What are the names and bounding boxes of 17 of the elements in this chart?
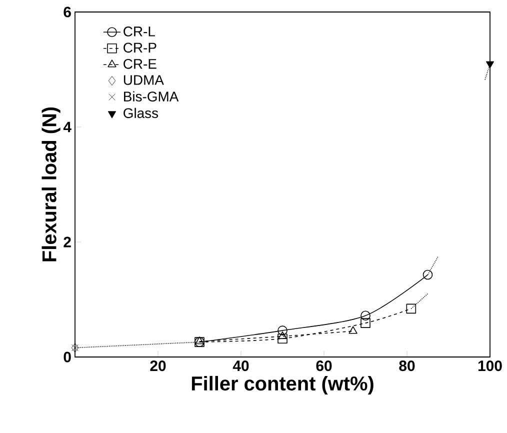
- legend-label: CR-E: [124, 58, 156, 69]
- legend-label: CR-L: [124, 26, 155, 36]
- legend-label: UDMA: [124, 75, 164, 85]
- x-tick-label: 80: [399, 360, 415, 372]
- y-axis-title: Flexural load (N): [42, 107, 60, 262]
- y-tick-label: 2: [64, 236, 71, 248]
- y-tick-label: 0: [64, 352, 71, 362]
- x-tick-label: 100: [478, 360, 502, 372]
- x-tick-label: 20: [150, 360, 166, 372]
- y-tick-label: 6: [64, 6, 71, 18]
- legend-label: Glass: [124, 108, 158, 118]
- x-tick-label: 40: [232, 360, 249, 372]
- y-tick-label: 4: [63, 122, 72, 132]
- x-tick-label: 60: [316, 360, 332, 372]
- x-axis-title: Filler content (wt%): [192, 376, 374, 395]
- legend-label: Bis-GMA: [124, 91, 179, 102]
- legend-label: CR-P: [124, 42, 156, 53]
